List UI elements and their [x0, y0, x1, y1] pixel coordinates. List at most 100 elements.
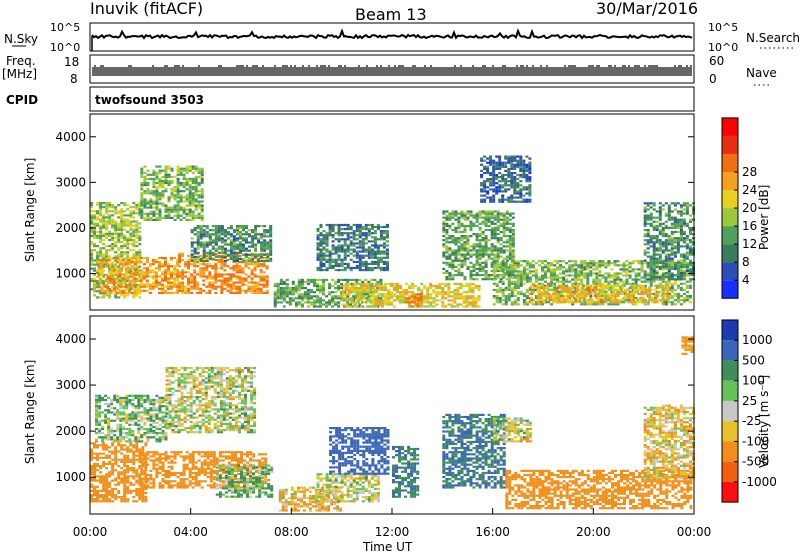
heatmap-cell [489, 180, 493, 183]
heatmap-cell [245, 227, 248, 230]
heatmap-cell [99, 255, 103, 258]
heatmap-cell [619, 272, 623, 275]
heatmap-cell [303, 280, 307, 283]
heatmap-cell [438, 299, 442, 302]
heatmap-cell [390, 282, 393, 286]
heatmap-cell [146, 181, 150, 185]
heatmap-cell [226, 273, 230, 276]
heatmap-cell [337, 223, 341, 227]
heatmap-cell [282, 291, 286, 294]
heatmap-cell [373, 246, 377, 249]
heatmap-cell [513, 262, 517, 265]
heatmap-cell [235, 269, 239, 272]
heatmap-cell [492, 176, 496, 179]
heatmap-cell [254, 233, 258, 236]
heatmap-cell [507, 286, 511, 289]
heatmap-cell [232, 231, 236, 234]
heatmap-cell [325, 278, 329, 281]
heatmap-cell [550, 272, 553, 275]
heatmap-cell [106, 258, 110, 262]
heatmap-cell [498, 161, 502, 164]
heatmap-cell [519, 260, 523, 263]
heatmap-cell [616, 278, 620, 281]
heatmap-cell [377, 284, 381, 288]
heatmap-cell [386, 269, 389, 272]
heatmap-cell [93, 216, 96, 219]
heatmap-cell [516, 186, 520, 189]
heatmap-cell [138, 253, 142, 256]
heatmap-cell [346, 301, 350, 304]
heatmap-cell [316, 228, 320, 231]
heatmap-cell [140, 188, 144, 191]
heatmap-cell [167, 196, 171, 199]
heatmap-cell [130, 275, 134, 278]
heatmap-cell [356, 295, 360, 298]
heatmap-cell [173, 194, 177, 197]
heatmap-cell [199, 259, 203, 263]
heatmap-cell [459, 282, 463, 286]
heatmap-cell [495, 167, 499, 170]
heatmap-cell [340, 244, 344, 247]
heatmap-cell [525, 290, 529, 294]
heatmap-cell [346, 238, 350, 241]
heatmap-cell [670, 301, 674, 304]
heatmap-cell [269, 231, 273, 234]
heatmap-cell [454, 257, 458, 260]
heatmap-cell [498, 200, 502, 203]
heatmap-cell [135, 226, 139, 229]
heatmap-cell [288, 301, 292, 304]
heatmap-cell [263, 239, 267, 242]
heatmap-cell [253, 285, 257, 288]
heatmap-cell [254, 243, 258, 246]
heatmap-cell [269, 257, 273, 260]
heatmap-cell [106, 275, 110, 278]
heatmap-cell [262, 271, 266, 274]
heatmap-cell [613, 278, 617, 281]
heatmap-cell [432, 301, 436, 304]
heatmap-cell [580, 303, 584, 306]
nave-tick-bottom: 0 [709, 72, 717, 86]
heatmap-cell [102, 253, 106, 256]
heatmap-cell [510, 180, 514, 183]
heatmap-cell [188, 194, 192, 197]
heatmap-cell [176, 279, 180, 282]
heatmap-cell [466, 241, 470, 244]
heatmap-cell [429, 303, 433, 306]
heatmap-cell [399, 287, 402, 290]
heatmap-cell [108, 294, 112, 297]
heatmap-cell [383, 297, 387, 300]
heatmap-cell [496, 239, 500, 242]
heatmap-cell [534, 270, 538, 273]
heatmap-cell [220, 283, 224, 286]
heatmap-cell [121, 285, 125, 288]
heatmap-cell [411, 291, 415, 294]
heatmap-cell [544, 280, 547, 283]
heatmap-cell [460, 255, 464, 258]
heatmap-cell [571, 268, 575, 271]
heatmap-cell [379, 250, 383, 253]
heatmap-cell [120, 247, 124, 250]
heatmap-cell [248, 235, 251, 238]
heatmap-cell [220, 245, 224, 248]
heatmap-cell [248, 249, 251, 252]
heatmap-cell [445, 251, 449, 254]
heatmap-cell [143, 165, 147, 168]
heatmap-cell [610, 290, 614, 294]
heatmap-cell [364, 250, 368, 253]
heatmap-cell [484, 237, 488, 240]
heatmap-cell [182, 208, 186, 211]
heatmap-cell [522, 299, 526, 302]
heatmap-cell [516, 163, 520, 166]
heatmap-cell [185, 214, 189, 217]
heatmap-cell [349, 225, 353, 229]
heatmap-cell [469, 249, 473, 252]
heatmap-cell [199, 257, 203, 260]
heatmap-cell [173, 204, 177, 207]
heatmap-cell [282, 297, 286, 300]
heatmap-cell [102, 269, 106, 272]
heatmap-cell [490, 212, 494, 215]
heatmap-cell [123, 210, 127, 213]
heatmap-cell [117, 296, 121, 299]
heatmap-cell [214, 281, 218, 284]
heatmap-cell [276, 295, 280, 298]
